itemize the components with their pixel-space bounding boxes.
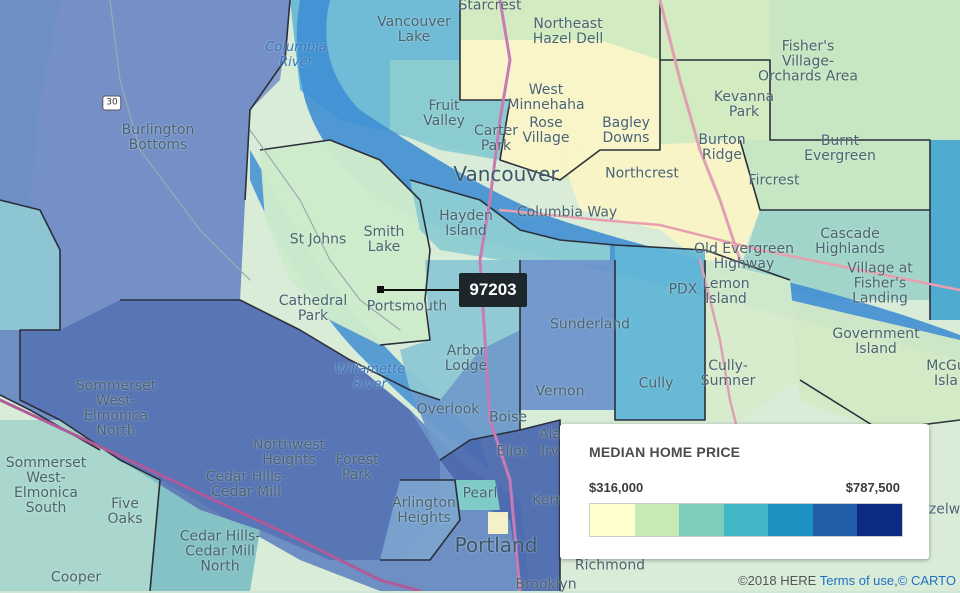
- zip-area-burlington[interactable]: [30, 0, 290, 330]
- legend-color-scale: [589, 503, 903, 537]
- zip-area-fruit-valley[interactable]: [390, 60, 510, 160]
- tooltip-leader-line: [383, 289, 459, 291]
- legend-swatch: [679, 504, 724, 536]
- zip-area-elmonica[interactable]: [0, 420, 160, 591]
- tooltip-anchor-dot: [377, 286, 384, 293]
- zip-area-orchards[interactable]: [770, 0, 960, 140]
- zip-area-far-west[interactable]: [0, 200, 60, 330]
- zip-area-forest-park[interactable]: [20, 300, 440, 560]
- zip-area-downtown-north[interactable]: [440, 420, 560, 591]
- legend-swatch: [590, 504, 635, 536]
- zip-area-pearl[interactable]: [455, 480, 500, 510]
- zip-area-sunderland[interactable]: [520, 260, 615, 410]
- zip-tooltip: 97203: [459, 273, 527, 307]
- legend-swatch: [857, 504, 903, 536]
- zip-area-pdx-east[interactable]: [705, 260, 800, 420]
- legend-title: MEDIAN HOME PRICE: [589, 444, 741, 460]
- legend-swatch: [634, 504, 680, 536]
- legend-swatch: [812, 504, 858, 536]
- zip-area-cascade[interactable]: [740, 210, 930, 300]
- legend-swatch: [768, 504, 813, 536]
- zip-area-minnehaha[interactable]: [460, 40, 660, 180]
- map-attribution: ©2018 HERE Terms of use,© CARTO: [738, 573, 956, 588]
- zip-area-yellow-small[interactable]: [488, 512, 508, 534]
- zip-area-government-island[interactable]: [790, 300, 960, 430]
- carto-link[interactable]: © CARTO: [897, 573, 956, 588]
- zip-area-northcrest[interactable]: [560, 140, 760, 260]
- legend-min-label: $316,000: [589, 480, 644, 495]
- zip-area-cully[interactable]: [615, 245, 705, 420]
- legend-panel: MEDIAN HOME PRICE $316,000 $787,500: [560, 424, 929, 559]
- legend-swatch: [723, 504, 769, 536]
- here-copyright: ©2018 HERE: [738, 573, 817, 588]
- zip-area-east-edge[interactable]: [930, 140, 960, 320]
- terms-of-use-link[interactable]: Terms of use: [819, 573, 895, 588]
- zip-area-cedar-mill-south[interactable]: [120, 460, 260, 591]
- attribution-separator: ,: [894, 573, 898, 588]
- zip-area-arlington[interactable]: [380, 480, 460, 560]
- zip-area-97203[interactable]: [260, 140, 430, 345]
- legend-max-label: $787,500: [845, 480, 900, 495]
- zip-area-fircrest[interactable]: [740, 140, 930, 210]
- columbia-river: [296, 0, 960, 360]
